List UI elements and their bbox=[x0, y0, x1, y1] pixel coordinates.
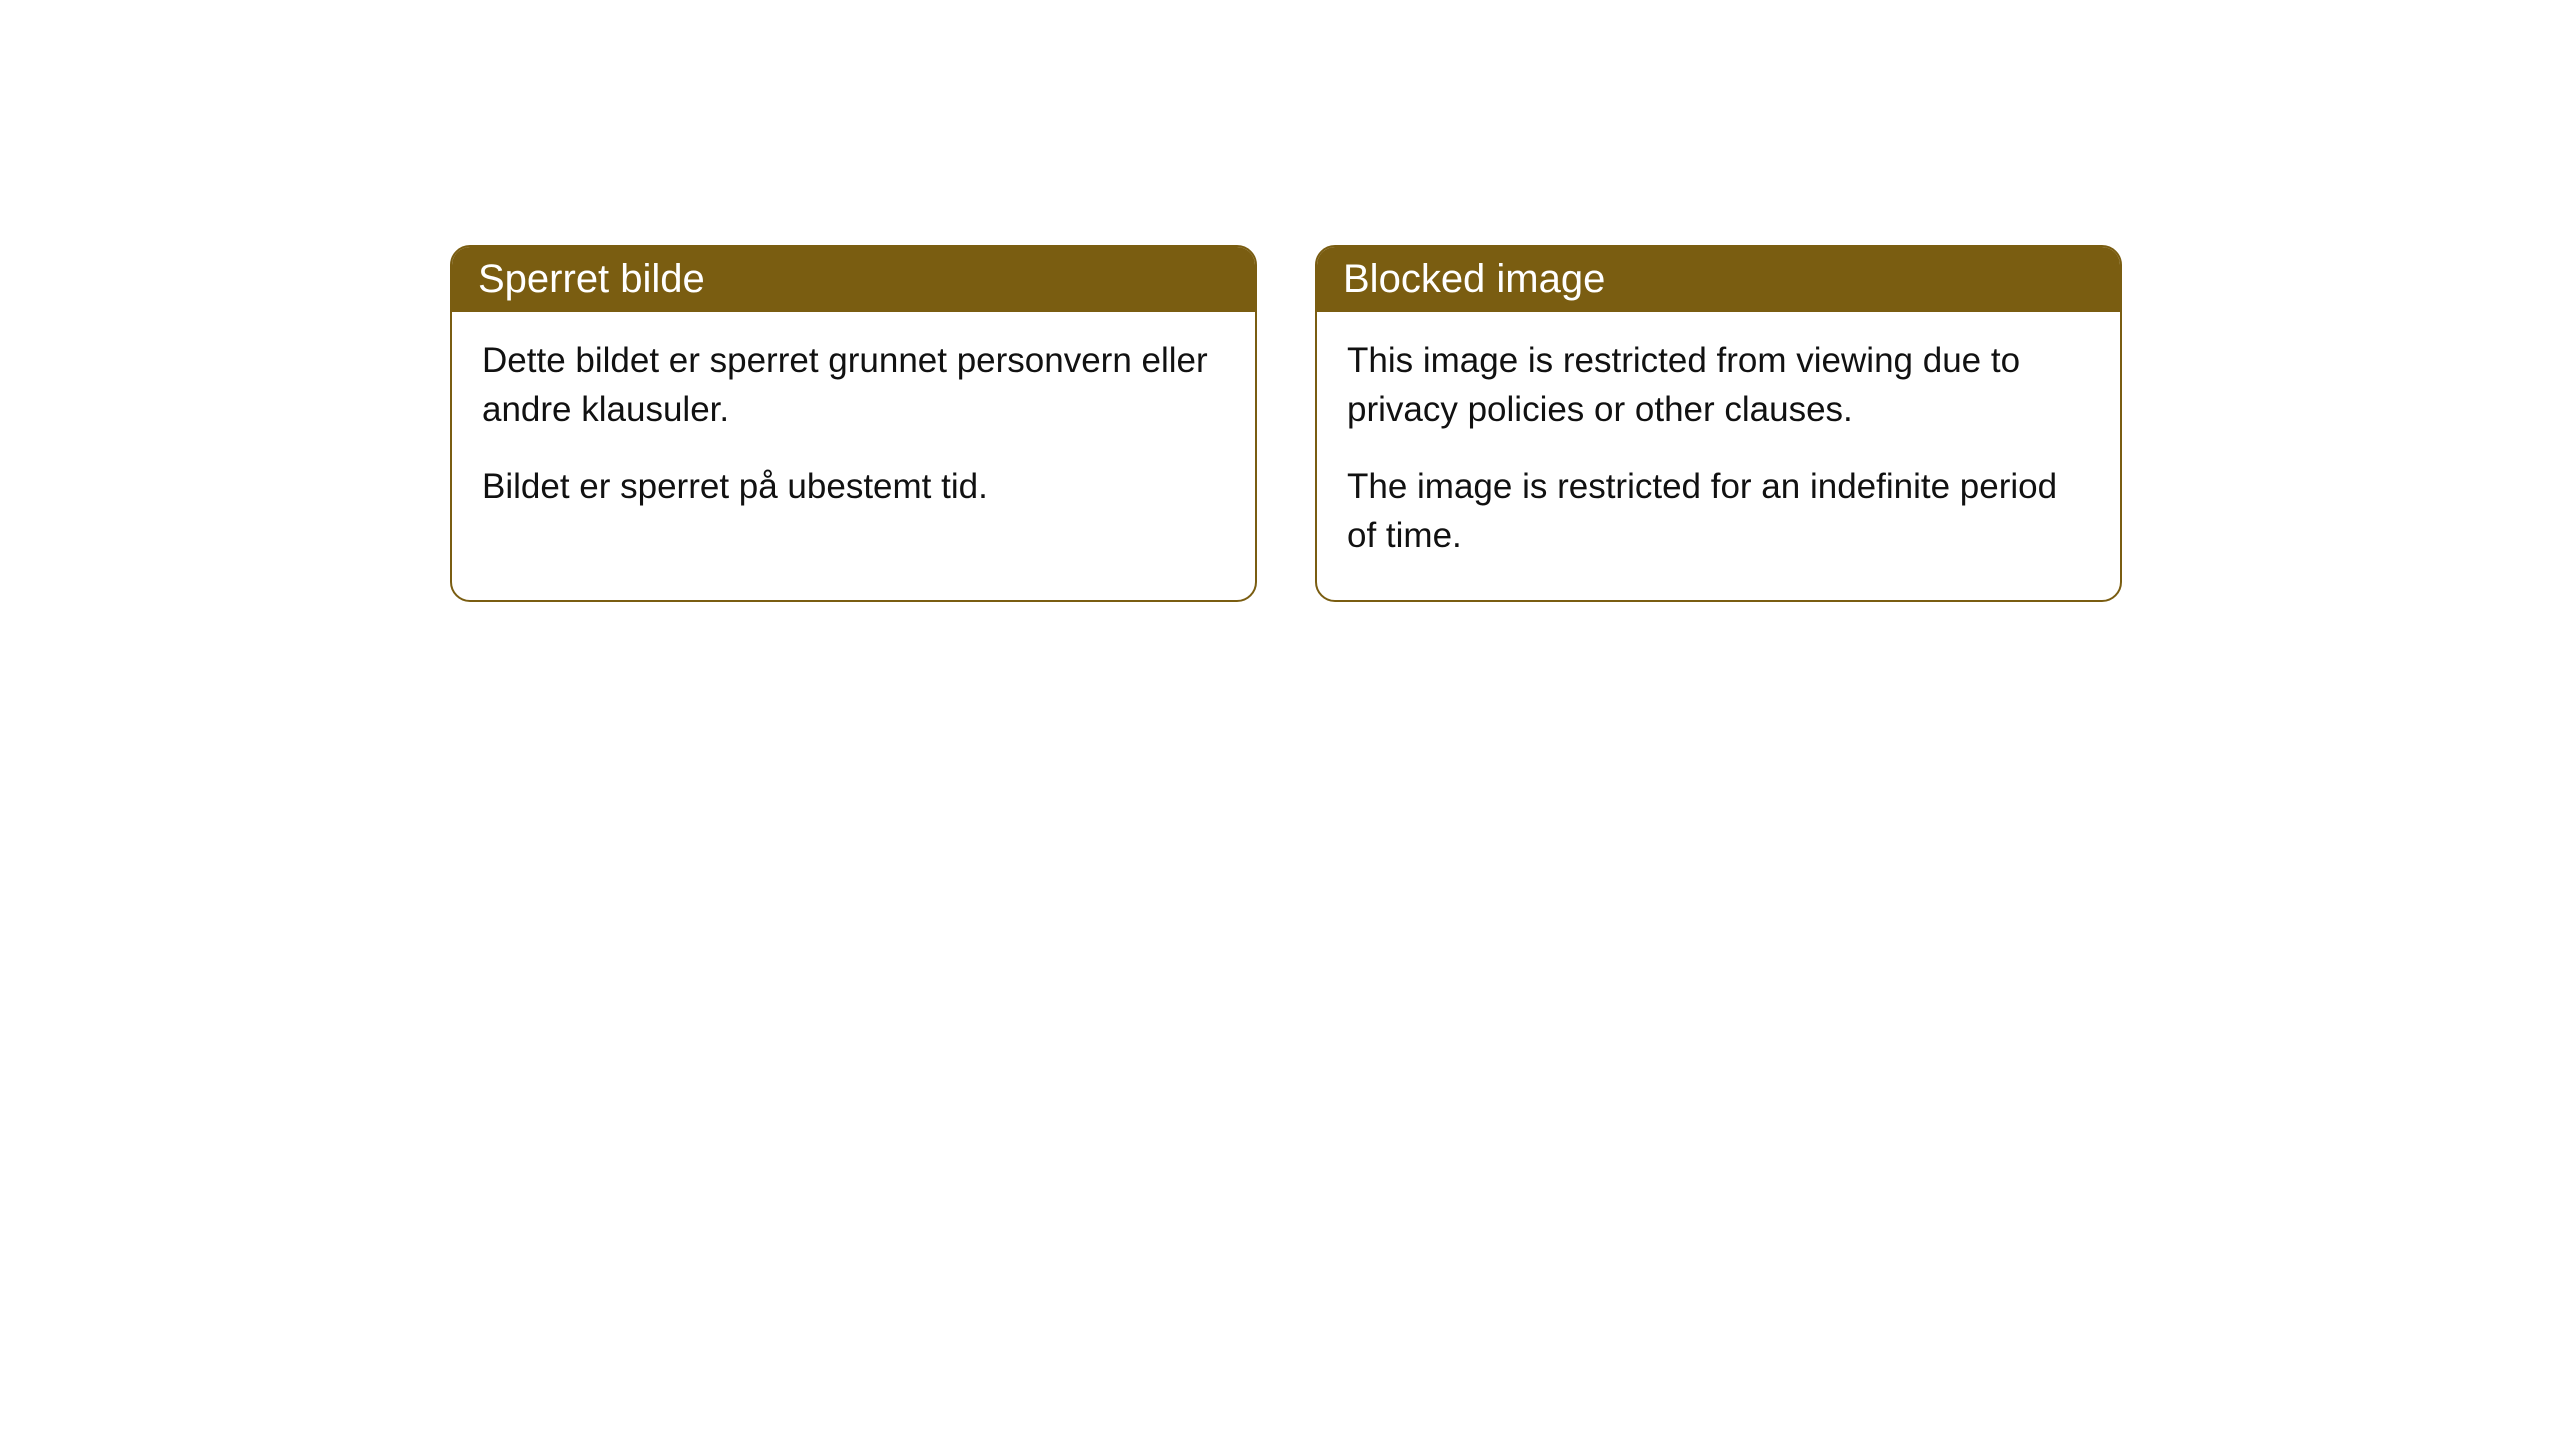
blocked-image-card-norwegian: Sperret bilde Dette bildet er sperret gr… bbox=[450, 245, 1257, 602]
cards-container: Sperret bilde Dette bildet er sperret gr… bbox=[450, 245, 2560, 602]
card-paragraph: Dette bildet er sperret grunnet personve… bbox=[482, 336, 1225, 434]
card-body: Dette bildet er sperret grunnet personve… bbox=[452, 312, 1255, 551]
card-title: Sperret bilde bbox=[478, 257, 705, 301]
card-body: This image is restricted from viewing du… bbox=[1317, 312, 2120, 600]
card-header: Sperret bilde bbox=[452, 247, 1255, 312]
card-paragraph: The image is restricted for an indefinit… bbox=[1347, 462, 2090, 560]
blocked-image-card-english: Blocked image This image is restricted f… bbox=[1315, 245, 2122, 602]
card-paragraph: This image is restricted from viewing du… bbox=[1347, 336, 2090, 434]
card-title: Blocked image bbox=[1343, 257, 1605, 301]
card-header: Blocked image bbox=[1317, 247, 2120, 312]
card-paragraph: Bildet er sperret på ubestemt tid. bbox=[482, 462, 1225, 511]
